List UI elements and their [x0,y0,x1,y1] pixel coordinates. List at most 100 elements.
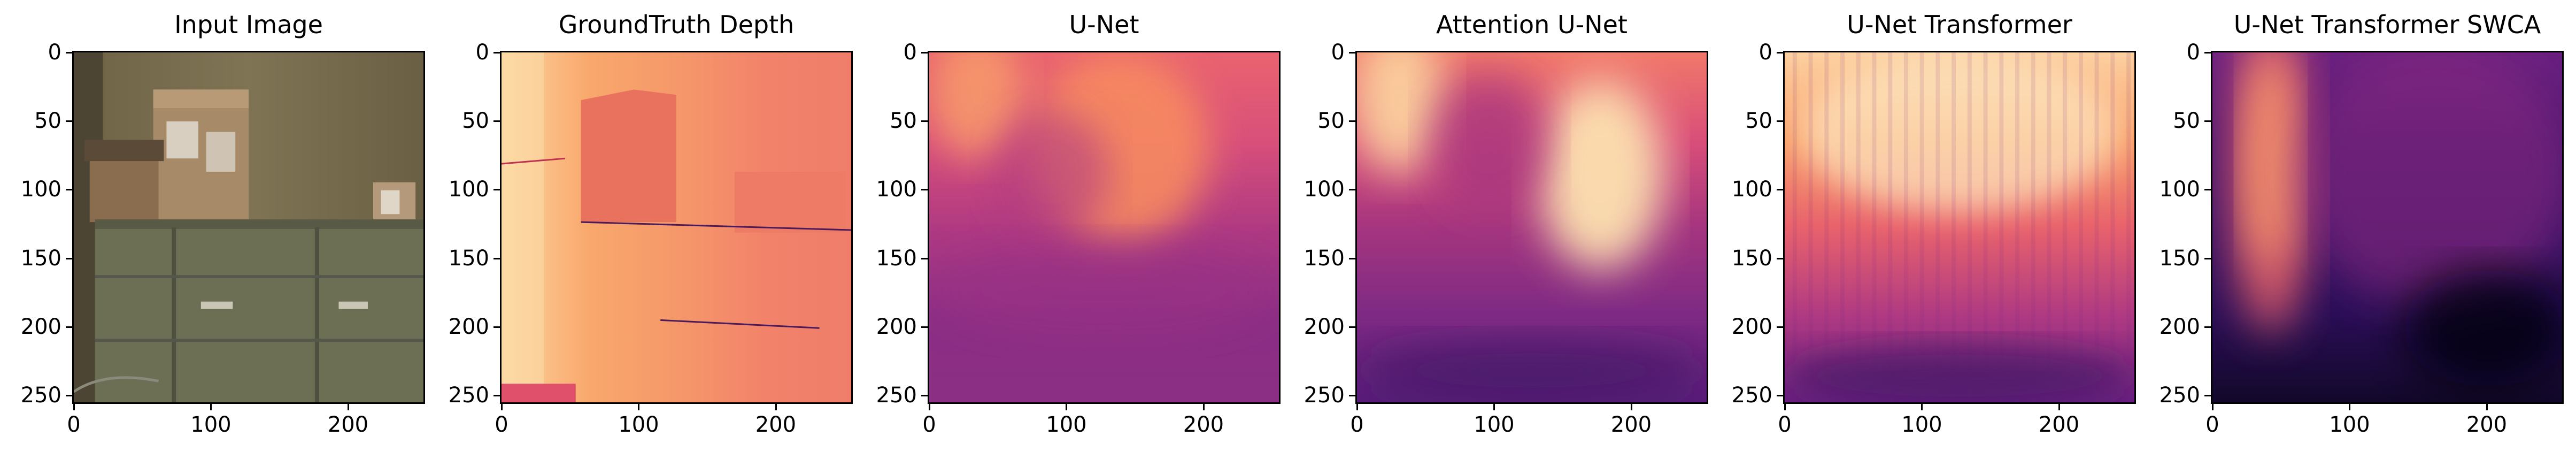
y-tick-mark [66,395,72,397]
y-tick-label: 50 [1745,109,1772,134]
x-tick-mark [1066,404,1068,410]
y-tick-mark [66,52,72,53]
y-tick-mark [493,257,500,259]
y-tick-label: 0 [48,40,61,65]
y-tick-mark [1349,52,1355,53]
y-tick-label: 250 [1304,383,1345,408]
x-tick-label: 100 [2329,412,2370,437]
image-axes [1783,51,2136,404]
y-tick-label: 200 [20,314,61,339]
x-tick-label: 200 [2466,412,2508,437]
image-axes [72,51,425,404]
y-tick-label: 150 [20,246,61,271]
y-tick-mark [493,189,500,191]
y-tick-mark [1777,189,1783,191]
x-tick-mark [1202,404,1205,410]
x-tick-mark [1493,404,1495,410]
y-tick-mark [66,257,72,259]
y-tick-mark [1349,395,1355,397]
y-tick-label: 100 [448,177,489,202]
depth-map [502,52,851,402]
y-tick-mark [1777,395,1783,397]
x-tick-mark [347,404,349,410]
y-tick-mark [2204,120,2211,123]
x-tick-label: 100 [1046,412,1087,437]
x-tick-mark [1356,404,1358,410]
y-tick-label: 200 [876,314,917,339]
y-tick-label: 200 [448,314,489,339]
y-tick-mark [1349,257,1355,259]
x-tick-label: 100 [1474,412,1515,437]
x-tick-mark [2058,404,2060,410]
y-tick-label: 200 [2159,314,2200,339]
x-tick-label: 0 [1350,412,1364,437]
y-tick-mark [66,326,72,328]
y-tick-mark [921,120,928,123]
x-tick-label: 200 [327,412,369,437]
y-tick-mark [921,189,928,191]
y-tick-label: 0 [1331,40,1345,65]
panel-attn: Attention U-Net 0 50 100 150 200 250 0 100 200 [1283,0,1711,459]
y-tick-label: 150 [1304,246,1345,271]
y-tick-mark [493,52,500,53]
x-tick-mark [2486,404,2488,410]
y-tick-mark [2204,395,2211,397]
y-tick-mark [493,120,500,123]
y-tick-label: 50 [34,109,61,134]
y-tick-label: 150 [1731,246,1772,271]
y-tick-label: 150 [876,246,917,271]
y-tick-label: 50 [1317,109,1345,134]
x-tick-mark [2349,404,2351,410]
image-axes [2211,51,2564,404]
y-tick-mark [921,326,928,328]
x-tick-label: 200 [2038,412,2080,437]
y-tick-label: 100 [876,177,917,202]
input-photo [74,52,423,402]
y-tick-mark [1349,326,1355,328]
x-tick-label: 200 [755,412,797,437]
y-tick-label: 0 [1759,40,1772,65]
y-tick-mark [921,52,928,53]
x-tick-label: 0 [67,412,81,437]
panel-swca: U-Net Transformer SWCA 0 50 100 150 200 250 0 10… [2139,0,2566,459]
y-tick-label: 0 [475,40,489,65]
x-tick-mark [73,404,75,410]
x-tick-mark [1921,404,1923,410]
x-tick-mark [638,404,640,410]
y-tick-label: 100 [1304,177,1345,202]
x-tick-label: 0 [2205,412,2219,437]
y-tick-mark [493,326,500,328]
y-tick-mark [493,395,500,397]
y-tick-mark [1777,326,1783,328]
y-tick-label: 250 [876,383,917,408]
y-tick-label: 50 [2173,109,2200,134]
y-tick-label: 250 [2159,383,2200,408]
y-tick-mark [921,257,928,259]
y-tick-mark [1777,257,1783,259]
y-tick-label: 250 [20,383,61,408]
depth-map [1785,52,2134,402]
y-tick-label: 0 [2186,40,2200,65]
image-axes [928,51,1281,404]
y-tick-mark [2204,189,2211,191]
depth-map [1357,52,1707,402]
panel-unet: U-Net 0 50 100 150 200 250 0 100 200 [855,0,1283,459]
x-tick-label: 100 [618,412,659,437]
y-tick-mark [2204,326,2211,328]
panel-gt: GroundTruth Depth 0 50 100 150 200 250 0 100 200 [428,0,855,459]
y-tick-label: 100 [20,177,61,202]
y-tick-mark [2204,257,2211,259]
x-tick-label: 100 [190,412,232,437]
x-tick-label: 100 [1901,412,1942,437]
y-tick-label: 0 [903,40,917,65]
x-tick-label: 0 [495,412,508,437]
panel-title: GroundTruth Depth [558,10,795,39]
x-tick-mark [501,404,503,410]
image-axes [500,51,853,404]
panel-title: Attention U-Net [1436,10,1628,39]
x-tick-mark [210,404,212,410]
x-tick-label: 0 [922,412,936,437]
panel-trans: U-Net Transformer 0 50 100 150 200 250 0 100 200 [1711,0,2139,459]
x-tick-label: 0 [1778,412,1792,437]
panel-photo: Input Image 0 50 100 150 200 250 0 100 200 [0,0,428,459]
